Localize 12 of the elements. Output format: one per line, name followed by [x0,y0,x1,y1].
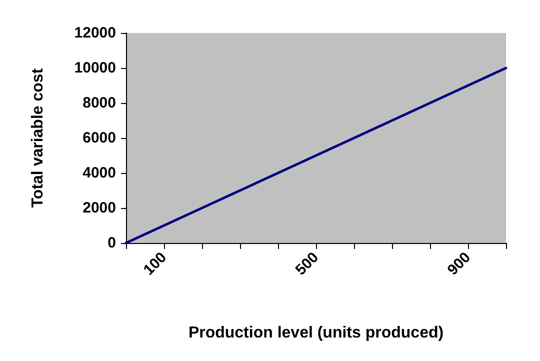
x-axis-title: Production level (units produced) [188,324,444,342]
y-axis-title: Total variable cost [30,68,46,208]
y-tick-label: 10000 [74,60,116,76]
x-tick-label: 500 [292,248,322,279]
x-tick-label: 100 [140,248,170,279]
y-tick-label: 8000 [82,94,116,112]
y-tick-label: 6000 [82,130,116,146]
y-tick-label: 12000 [74,24,116,42]
y-tick-label: 0 [108,234,116,252]
y-tick-label: 4000 [82,164,116,182]
x-tick-label: 900 [444,248,474,279]
y-tick-label: 2000 [82,200,116,216]
